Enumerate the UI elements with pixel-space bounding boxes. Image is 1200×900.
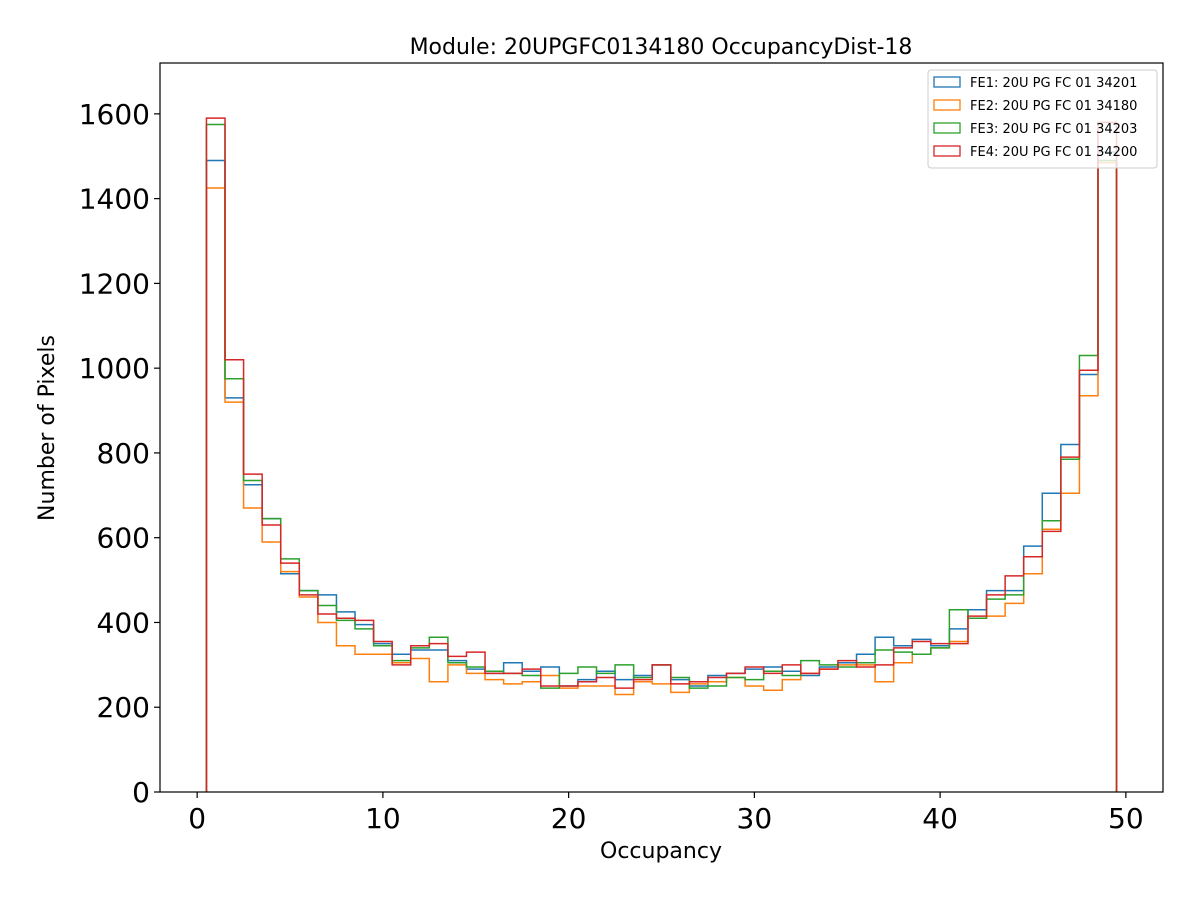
x-tick-label: 30 [737,802,773,835]
legend-entry-label: FE3: 20U PG FC 01 34203 [970,122,1137,137]
series-1-step-line [205,151,1118,792]
y-tick-label: 800 [97,437,150,470]
x-axis: 0 10 20 30 40 50 [188,792,1144,835]
plot-frame [159,62,1164,793]
plot-area [205,117,1118,792]
x-tick-label: 10 [365,802,401,835]
legend: FE1: 20U PG FC 01 34201 FE2: 20U PG FC 01… [927,69,1158,169]
legend-entry-label: FE2: 20U PG FC 01 34180 [970,99,1137,114]
legend-entry-label: FE1: 20U PG FC 01 34201 [970,76,1137,91]
legend-entry-label: FE4: 20U PG FC 01 34200 [970,145,1137,160]
legend-swatch [933,99,961,111]
x-axis-label: Occupancy [600,839,722,864]
series-2-step-line [205,161,1118,792]
y-tick-label: 1200 [79,267,150,300]
series-3-step-line [205,123,1118,792]
y-tick-label: 600 [97,522,150,555]
x-tick-label: 0 [188,802,206,835]
y-axis: 0 200 400 600 800 1000 1200 1400 1600 [79,98,160,809]
x-tick-label: 20 [551,802,587,835]
x-tick-label: 40 [922,802,958,835]
chart-title: Module: 20UPGFC0134180 OccupancyDist-18 [410,35,913,60]
y-tick-label: 1600 [79,98,150,131]
y-tick-label: 0 [132,776,150,809]
legend-swatch [933,122,961,134]
series-4-step-line [205,117,1118,792]
legend-swatch [933,145,961,157]
y-tick-label: 1400 [79,183,150,216]
y-tick-label: 200 [97,691,150,724]
legend-frame [927,69,1158,169]
x-tick-label: 50 [1108,802,1144,835]
y-tick-label: 1000 [79,352,150,385]
y-axis-label: Number of Pixels [35,335,60,521]
y-tick-label: 400 [97,606,150,639]
legend-swatch [933,76,961,88]
